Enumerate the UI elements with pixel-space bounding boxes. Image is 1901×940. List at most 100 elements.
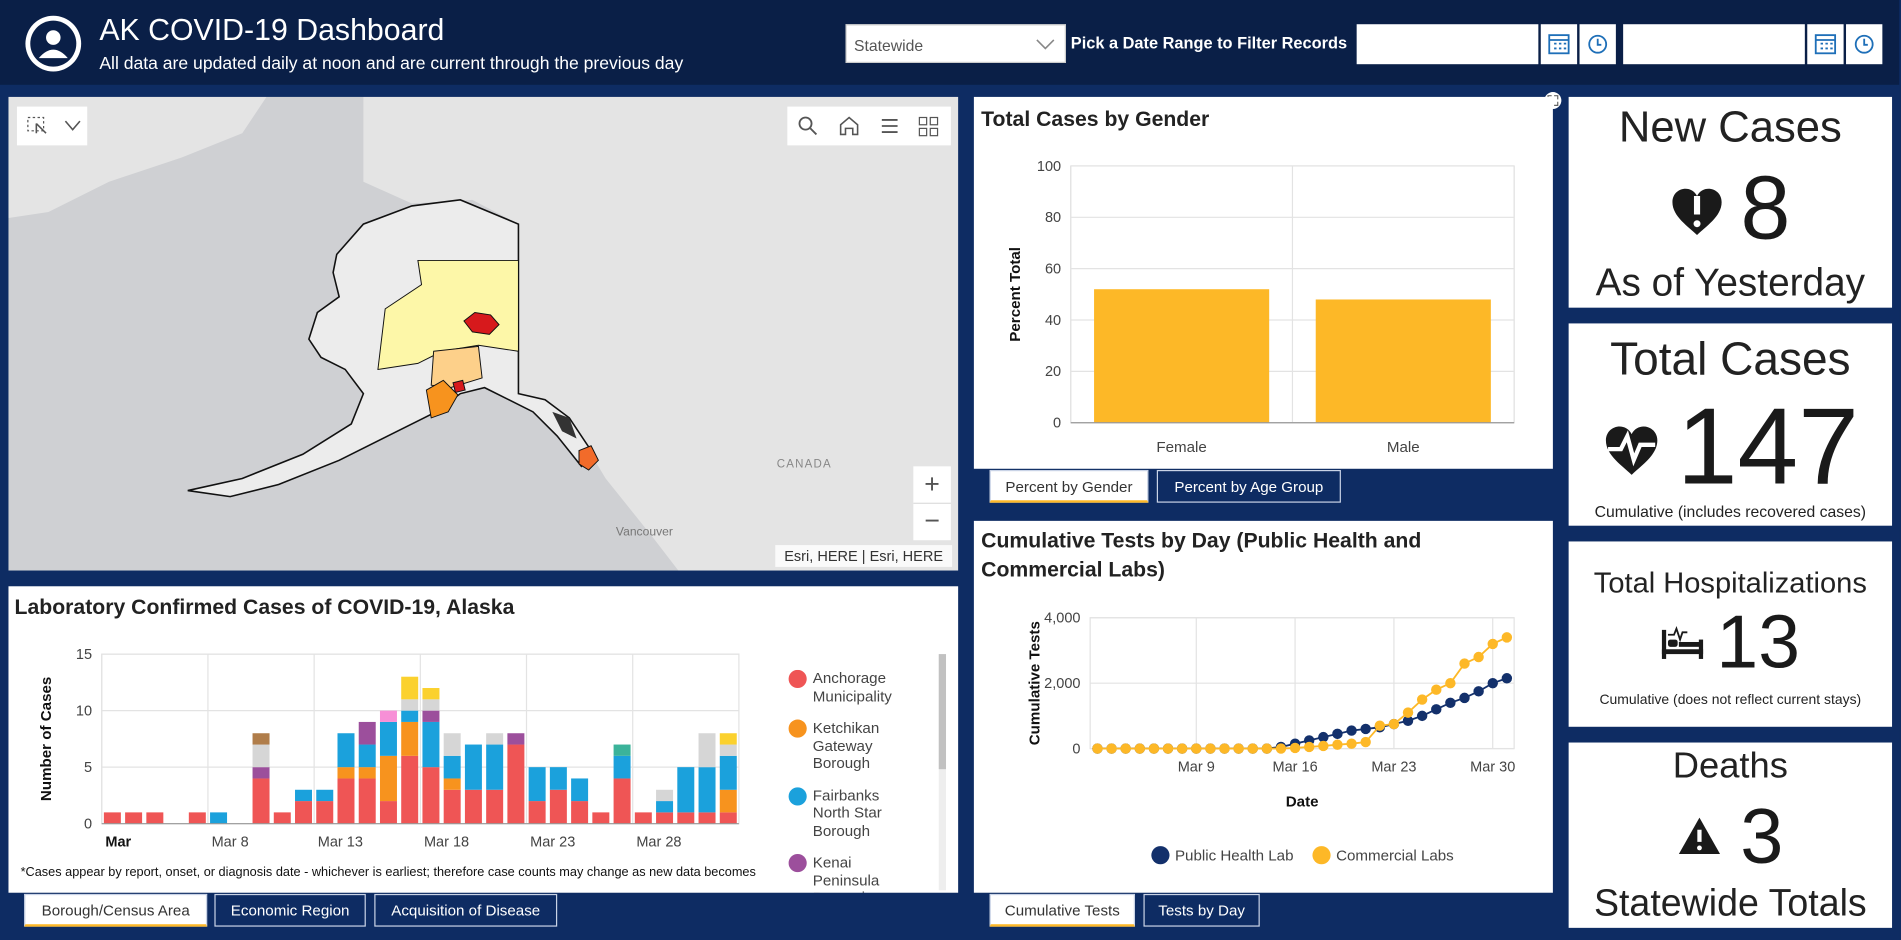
tab[interactable]: Tests by Day: [1143, 893, 1260, 927]
scrollbar[interactable]: [938, 654, 947, 891]
data-point: [1205, 743, 1216, 754]
data-point: [1332, 728, 1343, 740]
bar-segment: [401, 721, 419, 756]
scroll-thumb[interactable]: [938, 654, 947, 770]
start-date-input[interactable]: [1356, 24, 1539, 65]
end-date-input[interactable]: [1623, 24, 1805, 65]
map-panel[interactable]: CANADA Vancouver + − Esri, HERE | Esri, …: [8, 96, 959, 571]
end-time-button[interactable]: [1846, 24, 1883, 65]
tab[interactable]: Percent by Gender: [989, 469, 1149, 503]
x-axis-label: Date: [1286, 794, 1319, 811]
bar-segment: [592, 812, 610, 824]
tab[interactable]: Cumulative Tests: [989, 893, 1135, 927]
x-tick-label: Mar 30: [1470, 760, 1515, 776]
x-tick-label: Mar 23: [530, 835, 575, 851]
bar-segment: [337, 778, 355, 824]
start-time-button[interactable]: [1579, 24, 1616, 65]
data-point: [1318, 740, 1329, 752]
data-point: [1233, 743, 1244, 754]
data-point: [1092, 743, 1103, 754]
calendar-icon: [1548, 34, 1570, 55]
indicator-card: New Cases 8 As of Yesterday: [1568, 96, 1893, 308]
data-point: [1318, 731, 1329, 743]
attribution: Esri, HERE | Esri, HERE: [775, 545, 953, 567]
data-point: [1459, 692, 1470, 704]
series-line: [1097, 677, 1508, 750]
bar-segment: [464, 744, 482, 790]
end-calendar-button[interactable]: [1807, 24, 1844, 65]
bar-segment: [677, 767, 695, 813]
legend-swatch: [788, 719, 807, 738]
legend-item[interactable]: Fairbanks North Star Borough: [788, 786, 934, 840]
tab[interactable]: Percent by Age Group: [1156, 469, 1341, 503]
indicator-icon: [1606, 426, 1658, 475]
data-point: [1473, 686, 1484, 697]
data-point: [1388, 718, 1400, 730]
bar-segment: [103, 812, 121, 824]
legend-swatch: [788, 786, 807, 805]
legend-item[interactable]: Ketchikan Gateway Borough: [788, 719, 934, 773]
x-tick-label: Mar: [105, 835, 131, 851]
data-point: [1134, 743, 1146, 754]
data-point: [1360, 736, 1371, 748]
indicator-title: New Cases: [1618, 101, 1842, 152]
zoom-out[interactable]: −: [913, 502, 951, 541]
tab[interactable]: Acquisition of Disease: [374, 893, 558, 927]
chart-note: *Cases appear by report, onset, or diagn…: [20, 864, 756, 880]
bar-segment: [401, 755, 419, 824]
indicator-value-row: 147: [1569, 389, 1892, 505]
bar-segment: [571, 801, 589, 824]
indicator-value: 13: [1716, 600, 1800, 685]
bar-segment: [188, 812, 206, 824]
bar: [1315, 299, 1491, 423]
bar-segment: [125, 812, 143, 824]
data-point: [1473, 651, 1484, 663]
legend-label: Kenai Peninsula Borough: [812, 853, 880, 893]
bar-segment: [295, 789, 313, 802]
expand-icon: [1547, 95, 1559, 106]
data-point: [1487, 638, 1498, 650]
bar-segment: [719, 744, 737, 756]
data-point: [1501, 632, 1513, 643]
bar-segment: [719, 812, 737, 824]
data-point: [1374, 720, 1386, 731]
tab[interactable]: Borough/Census Area: [24, 893, 208, 927]
bar-segment: [295, 801, 313, 824]
indicator-subtitle: As of Yesterday: [1595, 260, 1866, 305]
legend-swatch: [788, 669, 807, 689]
header: AK COVID-19 Dashboard All data are updat…: [0, 0, 1900, 85]
indicator-card: Total Hospitalizations 13 Cumulative (do…: [1568, 541, 1893, 727]
bar-segment: [507, 733, 525, 745]
bar-segment: [656, 812, 674, 824]
legend-item[interactable]: Anchorage Municipality: [788, 669, 934, 705]
bar-segment: [146, 812, 164, 824]
map: CANADA Vancouver: [8, 96, 959, 571]
zoom-in[interactable]: +: [913, 466, 951, 503]
tab[interactable]: Economic Region: [214, 893, 366, 927]
bar-segment: [358, 778, 376, 824]
bar-segment: [549, 789, 567, 824]
data-point: [1219, 743, 1230, 754]
region-dropdown[interactable]: Statewide: [845, 24, 1066, 63]
bar-segment: [634, 812, 652, 824]
map-toolbar[interactable]: [787, 106, 951, 146]
islands: [552, 411, 577, 439]
map-select-tool[interactable]: [16, 106, 88, 146]
indicator-value-row: 13: [1569, 600, 1892, 685]
start-calendar-button[interactable]: [1540, 24, 1578, 65]
x-tick-label: Mar 28: [636, 835, 681, 851]
y-tick-label: 2,000: [1044, 676, 1080, 692]
bar-segment: [422, 710, 440, 722]
tests-panel: Cumulative Tests by Day (Public Health a…: [973, 520, 1553, 893]
bar-segment: [316, 801, 334, 824]
bar-segment: [337, 767, 355, 779]
indicator-value: 3: [1740, 792, 1784, 880]
x-tick-label: Female: [1156, 439, 1206, 456]
bar-segment: [422, 721, 440, 768]
data-point: [1176, 743, 1188, 754]
legend-item[interactable]: Kenai Peninsula Borough: [788, 853, 934, 893]
bar-segment: [719, 789, 737, 813]
indicator-value-row: 3: [1569, 795, 1892, 877]
bar-segment: [613, 744, 631, 756]
